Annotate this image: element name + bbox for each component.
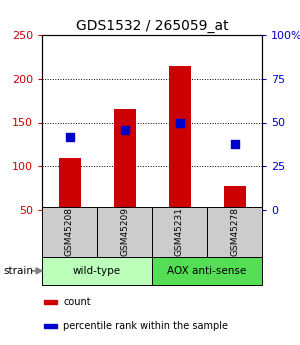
Bar xyxy=(44,324,56,328)
Bar xyxy=(113,109,136,254)
Text: GSM45231: GSM45231 xyxy=(175,207,184,256)
Text: strain: strain xyxy=(3,266,33,276)
Bar xyxy=(58,158,80,254)
Bar xyxy=(42,207,97,257)
Text: GSM45278: GSM45278 xyxy=(230,207,239,256)
Point xyxy=(232,141,237,146)
Text: wild-type: wild-type xyxy=(73,266,121,276)
Bar xyxy=(42,257,152,285)
Text: AOX anti-sense: AOX anti-sense xyxy=(167,266,247,276)
Bar xyxy=(169,66,190,254)
Bar xyxy=(207,207,262,257)
Text: percentile rank within the sample: percentile rank within the sample xyxy=(63,321,228,331)
Bar xyxy=(152,257,262,285)
Point xyxy=(67,134,72,139)
Title: GDS1532 / 265059_at: GDS1532 / 265059_at xyxy=(76,19,228,32)
Text: GSM45209: GSM45209 xyxy=(120,207,129,256)
Bar xyxy=(44,300,56,304)
Bar xyxy=(224,186,245,254)
Text: GSM45208: GSM45208 xyxy=(65,207,74,256)
Point xyxy=(122,127,127,132)
Text: count: count xyxy=(63,297,91,307)
Bar xyxy=(97,207,152,257)
Point xyxy=(177,120,182,125)
Bar xyxy=(152,207,207,257)
